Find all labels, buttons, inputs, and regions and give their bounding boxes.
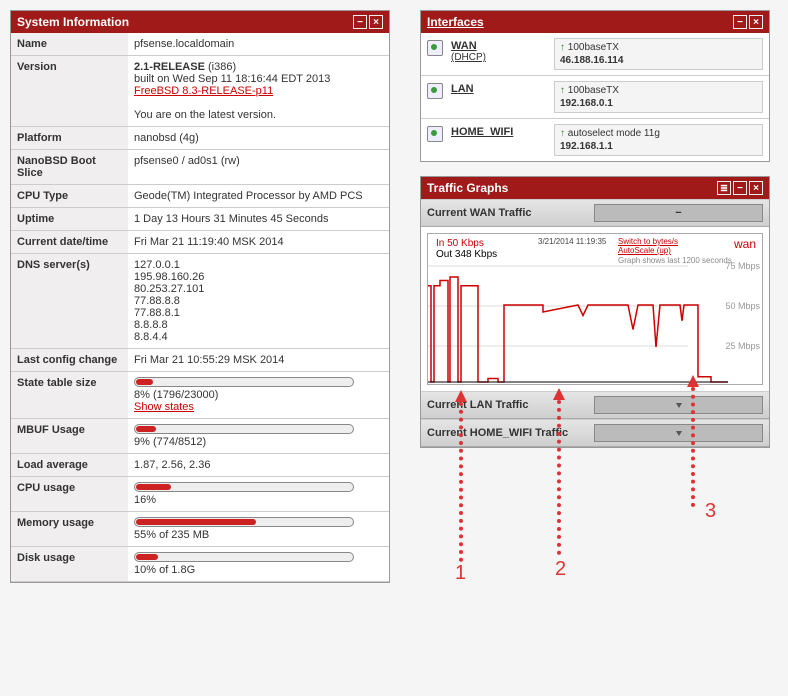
row-label: Current date/time <box>11 231 128 254</box>
interfaces-header: Interfaces − × <box>421 11 769 33</box>
row-label: Disk usage <box>11 547 128 582</box>
row-value: nanobsd (4g) <box>128 127 389 150</box>
annotation-2: 2 <box>555 558 566 581</box>
interface-info: ↑ 100baseTX 192.168.0.1 <box>554 81 763 113</box>
row-value: pfsense.localdomain <box>128 33 389 56</box>
arrow-3-head <box>687 375 699 387</box>
close-icon[interactable]: × <box>749 181 763 195</box>
status-up-icon <box>427 83 443 99</box>
annotation-1: 1 <box>455 562 466 585</box>
minimize-icon[interactable]: − <box>353 15 367 29</box>
minimize-icon[interactable]: − <box>733 15 747 29</box>
row-value: pfsense0 / ad0s1 (rw) <box>128 150 389 185</box>
row-label: DNS server(s) <box>11 254 128 349</box>
interface-row: WAN(DHCP) ↑ 100baseTX 46.188.16.114 <box>421 33 769 76</box>
sysinfo-table: Name pfsense.localdomain Version 2.1-REL… <box>11 33 389 582</box>
row-label: Platform <box>11 127 128 150</box>
row-value: 127.0.0.1 195.98.160.26 80.253.27.101 77… <box>128 254 389 349</box>
interface-link[interactable]: WAN(DHCP) <box>451 38 546 63</box>
row-value: Fri Mar 21 11:19:40 MSK 2014 <box>128 231 389 254</box>
interface-info: ↑ 100baseTX 46.188.16.114 <box>554 38 763 70</box>
sysinfo-widget: System Information − × Name pfsense.loca… <box>10 10 390 583</box>
annotation-3: 3 <box>705 500 716 523</box>
interface-list: WAN(DHCP) ↑ 100baseTX 46.188.16.114 LAN ↑ 1… <box>421 33 769 161</box>
interface-row: HOME_WIFI ↑ autoselect mode 11g 192.168.1… <box>421 119 769 161</box>
mbuf-progress <box>134 424 354 434</box>
row-label: MBUF Usage <box>11 419 128 454</box>
wan-label: wan <box>734 237 756 251</box>
traffic-header: Traffic Graphs − × <box>421 177 769 199</box>
lan-graph-section: Current LAN Traffic <box>421 391 769 419</box>
collapse-icon[interactable]: − <box>594 204 763 222</box>
traffic-title: Traffic Graphs <box>427 181 715 195</box>
row-label: NanoBSD Boot Slice <box>11 150 128 185</box>
lan-graph-title-bar: Current LAN Traffic <box>421 392 769 419</box>
config-icon[interactable] <box>717 181 731 195</box>
row-value: 1 Day 13 Hours 31 Minutes 45 Seconds <box>128 208 389 231</box>
row-label: CPU Type <box>11 185 128 208</box>
y-axis-label: 75 Mbps <box>725 261 760 271</box>
row-label: Name <box>11 33 128 56</box>
row-value: 16% <box>128 477 389 512</box>
wan-graph: In 50 Kbps Out 348 Kbps 3/21/2014 11:19:… <box>427 233 763 385</box>
wifi-graph-title: Current HOME_WIFI Traffic <box>427 427 594 439</box>
traffic-widget: Traffic Graphs − × Current WAN Traffic −… <box>420 176 770 448</box>
interface-link[interactable]: HOME_WIFI <box>451 124 546 138</box>
wan-graph-section: Current WAN Traffic − In 50 Kbps Out 348… <box>421 199 769 385</box>
y-axis-label: 50 Mbps <box>725 301 760 311</box>
row-value: 9% (774/8512) <box>128 419 389 454</box>
traffic-chart-svg <box>428 234 728 384</box>
wan-graph-title: Current WAN Traffic <box>427 207 594 219</box>
row-label: Memory usage <box>11 512 128 547</box>
sysinfo-title: System Information <box>17 15 351 29</box>
show-states-link[interactable]: Show states <box>134 401 194 413</box>
arrow-3-line <box>691 387 701 507</box>
up-arrow-icon: ↑ <box>560 42 565 53</box>
wifi-graph-section: Current HOME_WIFI Traffic <box>421 419 769 447</box>
row-label: CPU usage <box>11 477 128 512</box>
arrow-2-head <box>553 388 565 400</box>
row-value: 1.87, 2.56, 2.36 <box>128 454 389 477</box>
interfaces-widget: Interfaces − × WAN(DHCP) ↑ 100baseTX 46.1… <box>420 10 770 162</box>
row-value: 10% of 1.8G <box>128 547 389 582</box>
row-value: 55% of 235 MB <box>128 512 389 547</box>
arrow-2-line <box>557 400 567 555</box>
expand-icon[interactable] <box>594 424 763 442</box>
up-arrow-icon: ↑ <box>560 128 565 139</box>
cpu-progress <box>134 482 354 492</box>
row-label: Last config change <box>11 349 128 372</box>
freebsd-link[interactable]: FreeBSD 8.3-RELEASE-p11 <box>134 85 273 97</box>
lan-graph-title: Current LAN Traffic <box>427 399 594 411</box>
expand-icon[interactable] <box>594 396 763 414</box>
row-value: Geode(TM) Integrated Processor by AMD PC… <box>128 185 389 208</box>
status-up-icon <box>427 40 443 56</box>
row-value: 8% (1796/23000) Show states <box>128 372 389 419</box>
interface-info: ↑ autoselect mode 11g 192.168.1.1 <box>554 124 763 156</box>
wan-graph-title-bar: Current WAN Traffic − <box>421 200 769 227</box>
row-value: Fri Mar 21 10:55:29 MSK 2014 <box>128 349 389 372</box>
sysinfo-header: System Information − × <box>11 11 389 33</box>
state-progress <box>134 377 354 387</box>
y-axis-label: 25 Mbps <box>725 341 760 351</box>
close-icon[interactable]: × <box>369 15 383 29</box>
status-up-icon <box>427 126 443 142</box>
row-label: Version <box>11 56 128 127</box>
row-label: Uptime <box>11 208 128 231</box>
row-value: 2.1-RELEASE (i386) built on Wed Sep 11 1… <box>128 56 389 127</box>
minimize-icon[interactable]: − <box>733 181 747 195</box>
wifi-graph-title-bar: Current HOME_WIFI Traffic <box>421 420 769 447</box>
close-icon[interactable]: × <box>749 15 763 29</box>
row-label: Load average <box>11 454 128 477</box>
disk-progress <box>134 552 354 562</box>
arrow-1-line <box>459 402 469 562</box>
interfaces-title: Interfaces <box>427 15 731 29</box>
row-label: State table size <box>11 372 128 419</box>
arrow-1-head <box>455 390 467 402</box>
up-arrow-icon: ↑ <box>560 85 565 96</box>
interface-link[interactable]: LAN <box>451 81 546 95</box>
mem-progress <box>134 517 354 527</box>
interface-row: LAN ↑ 100baseTX 192.168.0.1 <box>421 76 769 119</box>
